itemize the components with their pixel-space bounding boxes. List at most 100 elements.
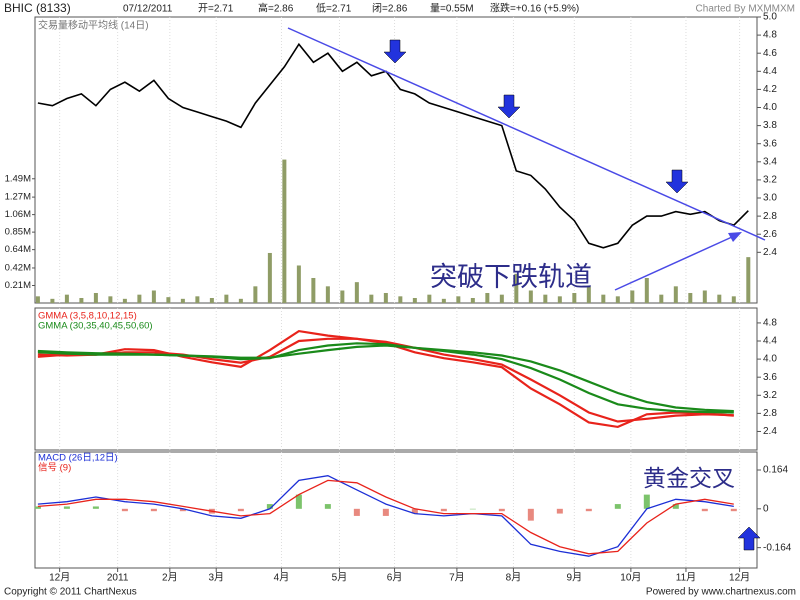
y-tick-label: 4.6 xyxy=(763,48,777,59)
volume-bar xyxy=(746,257,751,303)
open: 开=2.71 xyxy=(198,4,234,15)
volume-bar xyxy=(224,294,229,303)
annotation: 黄金交叉 xyxy=(643,465,735,491)
y-tick-label: 1.27M xyxy=(5,192,31,203)
histogram-bar xyxy=(295,494,302,509)
x-tick-label: 6月 xyxy=(387,572,403,584)
volume-bar xyxy=(209,297,214,303)
y-tick-label: 4.8 xyxy=(763,318,777,329)
volume-bar xyxy=(151,290,156,303)
volume: 量=0.55M xyxy=(430,3,474,15)
x-tick-label: 11月 xyxy=(676,572,696,584)
volume-label: 交易量移动平均线 (14日) xyxy=(38,19,149,32)
y-tick-label: 2.4 xyxy=(763,426,777,437)
volume-bar xyxy=(456,296,461,303)
volume-bar xyxy=(383,292,388,303)
volume-bar xyxy=(485,292,490,303)
x-tick-label: 8月 xyxy=(506,572,522,584)
x-tick-label: 9月 xyxy=(567,572,583,584)
histogram-bar xyxy=(556,508,563,514)
down-arrow xyxy=(497,94,521,119)
x-tick-label: 4月 xyxy=(274,572,290,584)
volume-bar xyxy=(137,294,142,303)
y-tick-label: 0.21M xyxy=(5,280,31,291)
y-tick-label: 3.6 xyxy=(763,372,777,383)
volume-bar xyxy=(180,298,185,303)
high: 高=2.86 xyxy=(258,2,294,15)
y-tick-label: 2.4 xyxy=(763,247,777,258)
x-tick-label: 10月 xyxy=(620,572,641,584)
volume-bar xyxy=(122,298,127,303)
volume-bar xyxy=(166,297,171,303)
marks: 12月 2011 2月 3月 4月 5月 6月 7月 8月 9月 10月 11月 12月 2.4 2.6 2.… xyxy=(5,12,792,584)
volume-bar xyxy=(688,292,693,303)
volume-bar xyxy=(340,290,345,303)
price-line xyxy=(37,42,749,249)
histogram-bar xyxy=(179,508,186,512)
volume-bar xyxy=(673,286,678,303)
histogram-bar xyxy=(498,508,505,512)
volume-bar xyxy=(528,290,533,303)
y-tick-label: 4.8 xyxy=(763,30,777,41)
x-tick-label: 2011 xyxy=(107,573,129,584)
volume-bar xyxy=(296,265,301,303)
volume-bar xyxy=(50,298,55,303)
volume-bar xyxy=(731,296,736,303)
volume-bar xyxy=(659,294,664,303)
volume-bar xyxy=(514,273,519,303)
low: 低=2.71 xyxy=(316,2,352,15)
break-arrow xyxy=(614,236,733,291)
volume-bar xyxy=(717,294,722,303)
y-tick-label: 0.64M xyxy=(5,244,31,255)
histogram-bar xyxy=(469,508,476,510)
volume-bar xyxy=(238,298,243,303)
x-tick-label: 3月 xyxy=(208,572,224,584)
volume-bar xyxy=(93,292,98,303)
volume-bar xyxy=(427,294,432,303)
gmma-line xyxy=(37,337,734,423)
x-tick-label: 12月 xyxy=(729,572,750,584)
y-tick-label: 1.06M xyxy=(5,209,31,220)
volume-bar xyxy=(572,292,577,303)
gmma-panel xyxy=(34,307,758,451)
volume-bar xyxy=(470,297,475,303)
copyright: Copyright © 2011 ChartNexus xyxy=(4,587,137,598)
volume-bar xyxy=(499,294,504,303)
y-tick-label: -0.164 xyxy=(763,542,792,553)
y-tick-label: 0.164 xyxy=(763,465,788,476)
change: 涨跌=+0.16 (+5.9%) xyxy=(490,2,579,15)
volume-bar xyxy=(35,296,40,303)
down-arrow xyxy=(383,39,407,64)
volume-bar xyxy=(441,298,446,303)
y-tick-label: 4.4 xyxy=(763,66,777,77)
symbol: BHIC (8133) xyxy=(4,1,71,15)
legend-label: 信号 (9) xyxy=(38,462,71,474)
y-tick-label: 4.0 xyxy=(763,354,777,365)
histogram-bar xyxy=(382,508,389,516)
volume-bar xyxy=(630,290,635,303)
histogram-bar xyxy=(34,506,41,509)
volume-bar xyxy=(586,286,591,303)
histogram-bar xyxy=(730,508,737,512)
histogram-bar xyxy=(237,508,244,512)
y-tick-label: 1.49M xyxy=(5,173,31,184)
y-tick-label: 3.4 xyxy=(763,156,777,167)
volume-bar xyxy=(79,297,84,303)
y-tick-label: 2.8 xyxy=(763,211,777,222)
volume-bar xyxy=(253,286,258,303)
histogram-bar xyxy=(121,508,128,512)
close: 闭=2.86 xyxy=(372,2,408,15)
volume-bar xyxy=(282,159,287,303)
volume-bar xyxy=(369,294,374,303)
price-panel xyxy=(34,16,758,304)
histogram-bar xyxy=(92,506,99,509)
histogram-bar xyxy=(63,506,70,509)
volume-bar xyxy=(195,296,200,303)
legend-label: GMMA (3,5,8,10,12,15) xyxy=(38,311,137,322)
volume-bar xyxy=(267,252,272,303)
histogram-bar xyxy=(266,504,273,509)
volume-bar xyxy=(398,296,403,303)
y-tick-label: 3.2 xyxy=(763,390,777,401)
